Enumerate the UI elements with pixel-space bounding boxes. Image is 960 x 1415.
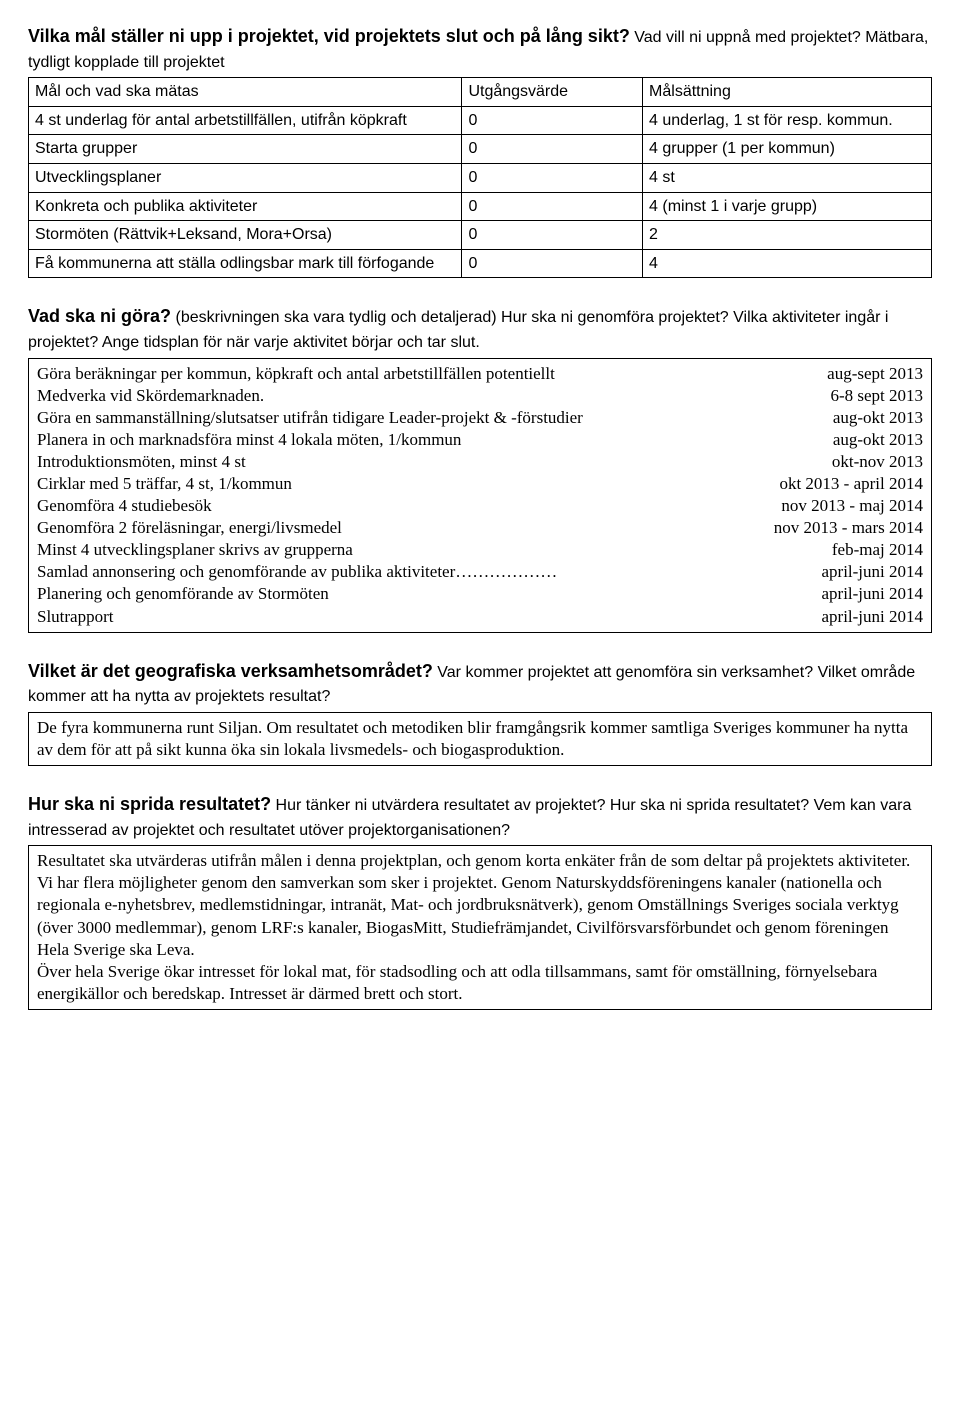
activity-when: aug-okt 2013 <box>833 429 923 451</box>
activity-row: Medverka vid Skördemarknaden. 6-8 sept 20… <box>37 385 923 407</box>
activity-row: Cirklar med 5 träffar, 4 st, 1/kommun okt… <box>37 473 923 495</box>
cell: 4 <box>643 249 932 278</box>
activity-when: okt-nov 2013 <box>832 451 923 473</box>
geography-box: De fyra kommunerna runt Siljan. Om resul… <box>28 712 932 766</box>
col-header: Målsättning <box>643 78 932 107</box>
activity-when: 6-8 sept 2013 <box>830 385 923 407</box>
dissemination-question-bold: Hur ska ni sprida resultatet? <box>28 794 271 814</box>
table-row: Få kommunerna att ställa odlingsbar mark… <box>29 249 932 278</box>
cell: 4 grupper (1 per kommun) <box>643 135 932 164</box>
goals-question: Vilka mål ställer ni upp i projektet, vi… <box>28 24 932 73</box>
cell: 0 <box>462 221 643 250</box>
activity-label: Minst 4 utvecklingsplaner skrivs av grup… <box>37 539 808 561</box>
activity-row: Introduktionsmöten, minst 4 st okt-nov 20… <box>37 451 923 473</box>
activity-when: okt 2013 - april 2014 <box>779 473 923 495</box>
section-dissemination: Hur ska ni sprida resultatet? Hur tänker… <box>28 792 932 1010</box>
cell: 0 <box>462 249 643 278</box>
activity-row: Minst 4 utvecklingsplaner skrivs av grup… <box>37 539 923 561</box>
table-row: 4 st underlag för antal arbetstillfällen… <box>29 106 932 135</box>
activity-when: april-juni 2014 <box>821 583 923 605</box>
section-activities: Vad ska ni göra? (beskrivningen ska vara… <box>28 304 932 632</box>
cell: 4 underlag, 1 st för resp. kommun. <box>643 106 932 135</box>
activity-label: Samlad annonsering och genomförande av p… <box>37 561 797 583</box>
cell: 0 <box>462 106 643 135</box>
activities-question-bold: Vad ska ni göra? <box>28 306 171 326</box>
activity-label: Planering och genomförande av Stormöten <box>37 583 797 605</box>
cell: Konkreta och publika aktiviteter <box>29 192 462 221</box>
cell: Starta grupper <box>29 135 462 164</box>
activity-when: nov 2013 - mars 2014 <box>774 517 923 539</box>
geography-question-bold: Vilket är det geografiska verksamhetsomr… <box>28 661 433 681</box>
activity-row: Slutrapport april-juni 2014 <box>37 606 923 628</box>
activity-label: Cirklar med 5 träffar, 4 st, 1/kommun <box>37 473 755 495</box>
activity-row: Genomföra 2 föreläsningar, energi/livsme… <box>37 517 923 539</box>
activities-box: Göra beräkningar per kommun, köpkraft oc… <box>28 358 932 633</box>
activity-row: Göra beräkningar per kommun, köpkraft oc… <box>37 363 923 385</box>
cell: 0 <box>462 135 643 164</box>
activity-row: Genomföra 4 studiebesök nov 2013 - maj 20… <box>37 495 923 517</box>
cell: 4 (minst 1 i varje grupp) <box>643 192 932 221</box>
cell: Få kommunerna att ställa odlingsbar mark… <box>29 249 462 278</box>
goals-question-bold: Vilka mål ställer ni upp i projektet, vi… <box>28 26 630 46</box>
activity-label: Medverka vid Skördemarknaden. <box>37 385 806 407</box>
activity-when: april-juni 2014 <box>821 606 923 628</box>
activity-row: Planera in och marknadsföra minst 4 loka… <box>37 429 923 451</box>
activity-label: Planera in och marknadsföra minst 4 loka… <box>37 429 809 451</box>
activity-when: aug-okt 2013 <box>833 407 923 429</box>
geography-body: De fyra kommunerna runt Siljan. Om resul… <box>37 718 908 759</box>
cell: 2 <box>643 221 932 250</box>
activity-when: aug-sept 2013 <box>827 363 923 385</box>
dissemination-box: Resultatet ska utvärderas utifrån målen … <box>28 845 932 1010</box>
activities-question: Vad ska ni göra? (beskrivningen ska vara… <box>28 304 932 353</box>
dissemination-p3: Över hela Sverige ökar intresset för lok… <box>37 961 923 1005</box>
activity-label: Göra beräkningar per kommun, köpkraft oc… <box>37 363 803 385</box>
col-header: Mål och vad ska mätas <box>29 78 462 107</box>
table-header-row: Mål och vad ska mätas Utgångsvärde Målsä… <box>29 78 932 107</box>
table-row: Konkreta och publika aktiviteter 0 4 (mi… <box>29 192 932 221</box>
activity-label: Genomföra 4 studiebesök <box>37 495 757 517</box>
activity-label: Genomföra 2 föreläsningar, energi/livsme… <box>37 517 750 539</box>
section-geography: Vilket är det geografiska verksamhetsomr… <box>28 659 932 766</box>
activity-when: feb-maj 2014 <box>832 539 923 561</box>
activity-when: april-juni 2014 <box>821 561 923 583</box>
dissemination-question: Hur ska ni sprida resultatet? Hur tänker… <box>28 792 932 841</box>
goals-table: Mål och vad ska mätas Utgångsvärde Målsä… <box>28 77 932 278</box>
cell: 0 <box>462 192 643 221</box>
table-row: Utvecklingsplaner 0 4 st <box>29 163 932 192</box>
section-goals: Vilka mål ställer ni upp i projektet, vi… <box>28 24 932 278</box>
geography-question: Vilket är det geografiska verksamhetsomr… <box>28 659 932 708</box>
activity-row: Planering och genomförande av Stormöten a… <box>37 583 923 605</box>
cell: Stormöten (Rättvik+Leksand, Mora+Orsa) <box>29 221 462 250</box>
activity-row: Samlad annonsering och genomförande av p… <box>37 561 923 583</box>
activity-label: Göra en sammanställning/slutsatser utifr… <box>37 407 809 429</box>
activity-label: Introduktionsmöten, minst 4 st <box>37 451 808 473</box>
dissemination-p1: Resultatet ska utvärderas utifrån målen … <box>37 850 923 872</box>
dissemination-p2: Vi har flera möjligheter genom den samve… <box>37 872 923 960</box>
cell: 4 st <box>643 163 932 192</box>
table-row: Starta grupper 0 4 grupper (1 per kommun… <box>29 135 932 164</box>
cell: 4 st underlag för antal arbetstillfällen… <box>29 106 462 135</box>
table-row: Stormöten (Rättvik+Leksand, Mora+Orsa) 0… <box>29 221 932 250</box>
activity-when: nov 2013 - maj 2014 <box>781 495 923 517</box>
cell: 0 <box>462 163 643 192</box>
col-header: Utgångsvärde <box>462 78 643 107</box>
cell: Utvecklingsplaner <box>29 163 462 192</box>
activity-label: Slutrapport <box>37 606 797 628</box>
activity-row: Göra en sammanställning/slutsatser utifr… <box>37 407 923 429</box>
